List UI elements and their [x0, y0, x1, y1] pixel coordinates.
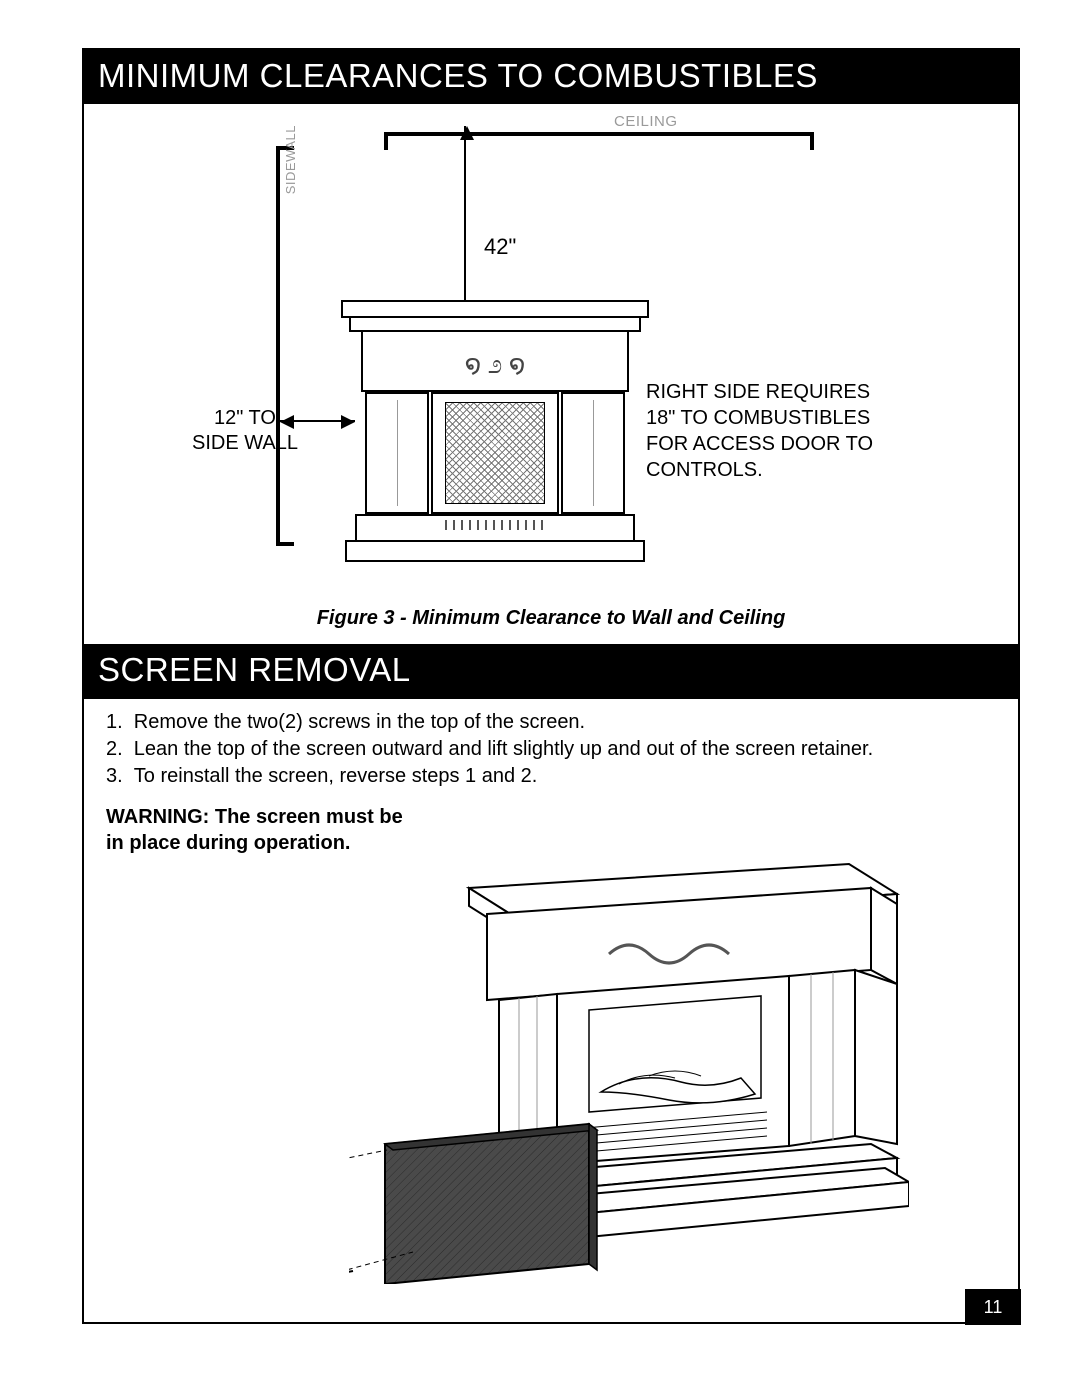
pilaster-right	[561, 392, 625, 514]
step-3: 3. To reinstall the screen, reverse step…	[106, 763, 994, 790]
sidewall-label: SIDEWALL	[283, 125, 298, 194]
ceiling-label: CEILING	[614, 113, 678, 130]
firebox-mesh	[445, 402, 545, 504]
page-number: 11	[965, 1289, 1021, 1325]
base-vents	[445, 520, 545, 530]
step-2: 2. Lean the top of the screen outward an…	[106, 736, 994, 763]
dim-side-l2: SIDE WALL	[192, 432, 298, 454]
figure-caption: Figure 3 - Minimum Clearance to Wall and…	[84, 607, 1018, 630]
dimension-sidewall-value: 12" TO SIDE WALL	[192, 406, 298, 456]
page: MINIMUM CLEARANCES TO COMBUSTIBLES CEILI…	[0, 0, 1080, 1397]
step-3-text: To reinstall the screen, reverse steps 1…	[134, 765, 538, 787]
firebox	[431, 392, 559, 514]
sidewall-line	[276, 146, 280, 546]
screen-removal-body: 1. Remove the two(2) screws in the top o…	[84, 699, 1018, 856]
figure-clearances: CEILING SIDEWALL 42" 12" TO SIDE WALL RI…	[84, 104, 1018, 644]
scroll-ornament-icon: ໑ ೨ ໑	[465, 350, 526, 381]
pilaster-left	[365, 392, 429, 514]
fireplace-front-drawing: ໑ ೨ ໑	[355, 300, 635, 560]
dimension-ceiling-value: 42"	[484, 234, 516, 260]
step-1-text: Remove the two(2) screws in the top of t…	[134, 711, 585, 733]
dim-side-l1: 12" TO	[214, 407, 276, 429]
step-1: 1. Remove the two(2) screws in the top o…	[106, 709, 994, 736]
section-heading-clearances: MINIMUM CLEARANCES TO COMBUSTIBLES	[84, 50, 1018, 104]
base-lower	[345, 540, 645, 562]
step-2-text: Lean the top of the screen outward and l…	[134, 738, 873, 760]
figure-screen-removal	[84, 856, 1018, 1326]
page-frame: MINIMUM CLEARANCES TO COMBUSTIBLES CEILI…	[82, 48, 1020, 1324]
ceiling-line	[384, 132, 814, 136]
section-heading-screen-removal: SCREEN REMOVAL	[84, 644, 1018, 698]
right-side-note: RIGHT SIDE REQUIRES 18" TO COMBUSTIBLES …	[646, 379, 876, 483]
fireplace-iso-drawing	[349, 844, 909, 1284]
